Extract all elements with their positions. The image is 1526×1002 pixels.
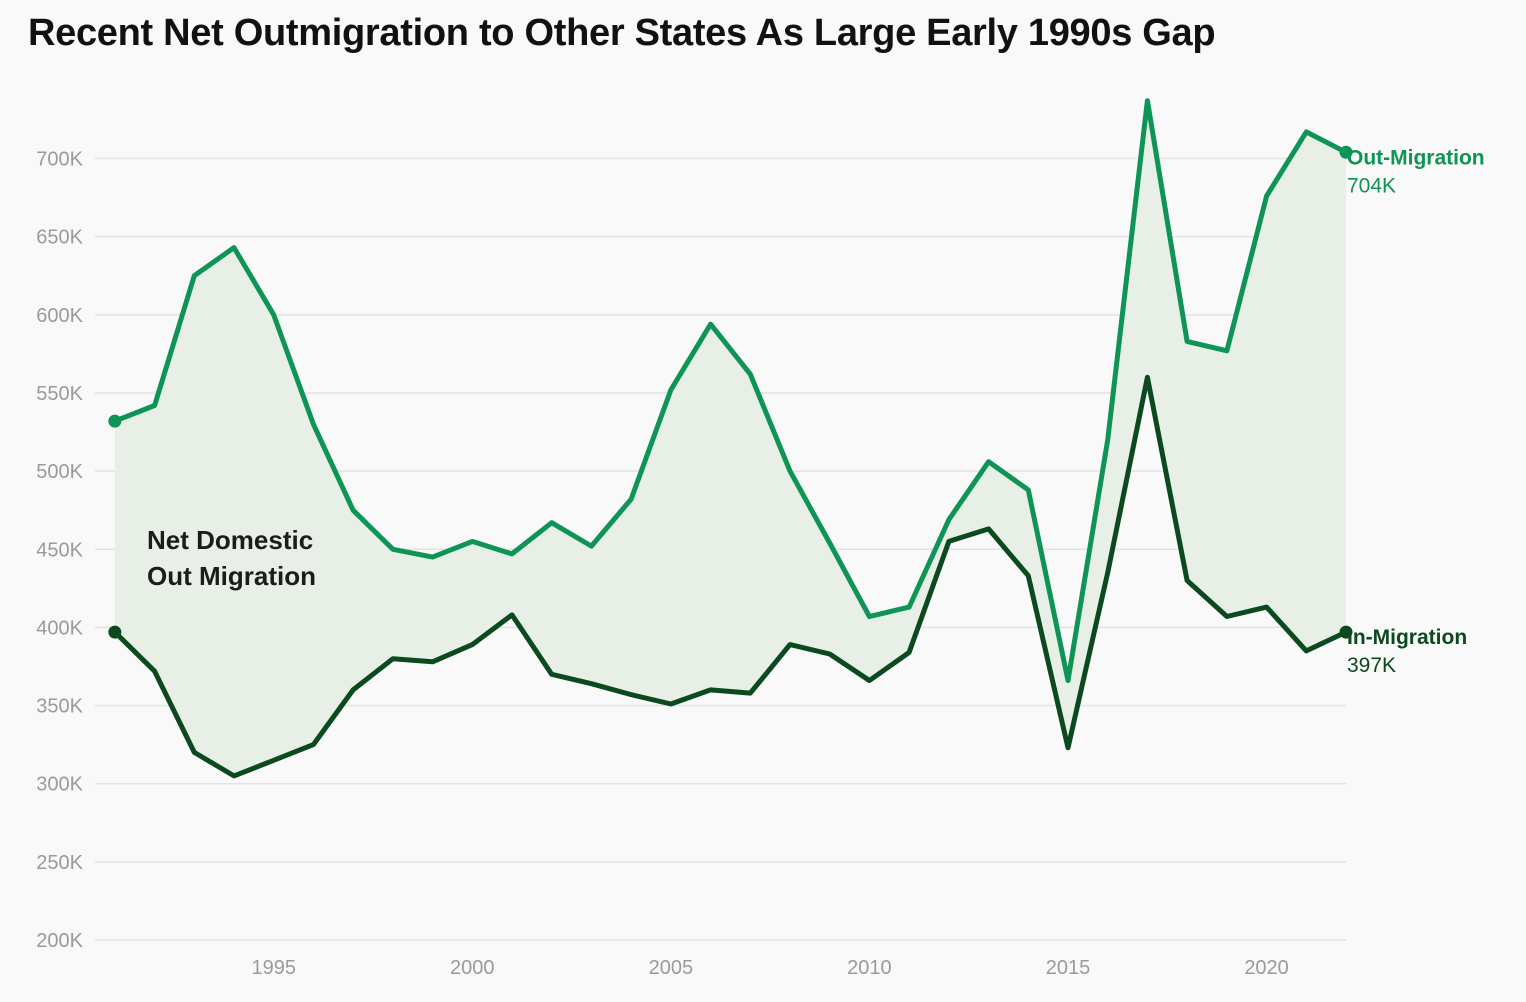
x-axis-ticks: 1995 2000 2005 2010 2015 2020	[251, 957, 1288, 979]
x-tick-label: 2000	[450, 957, 495, 979]
x-tick-label: 1995	[251, 957, 296, 979]
chart-title: Recent Net Outmigration to Other States …	[28, 12, 1216, 54]
y-tick-label: 350K	[36, 696, 83, 718]
gap-annotation-line: Out Migration	[147, 561, 316, 591]
y-tick-label: 400K	[36, 617, 83, 639]
x-tick-label: 2020	[1244, 957, 1289, 979]
in-migration-line	[112, 374, 1349, 779]
y-tick-label: 600K	[36, 305, 83, 327]
y-tick-label: 300K	[36, 774, 83, 796]
in-migration-end-value: 397K	[1347, 654, 1396, 677]
y-tick-label: 200K	[36, 930, 83, 952]
y-tick-label: 550K	[36, 383, 83, 405]
in-migration-end-point	[1339, 625, 1353, 639]
y-tick-label: 650K	[36, 227, 83, 249]
x-tick-label: 2010	[847, 957, 892, 979]
gap-annotation-line: Net Domestic	[147, 525, 313, 555]
x-tick-label: 2005	[649, 957, 694, 979]
y-axis-ticks: 200K 250K 300K 350K 400K 450K 500K 550K 600K 650K…	[36, 149, 83, 952]
y-tick-label: 450K	[36, 539, 83, 561]
y-tick-label: 250K	[36, 852, 83, 874]
series-lines	[108, 98, 1353, 779]
out-migration-end-point	[1339, 145, 1353, 159]
x-tick-label: 2015	[1046, 957, 1091, 979]
gap-area	[114, 100, 1346, 776]
in-migration-start-point	[108, 625, 122, 639]
out-migration-legend-label: Out-Migration	[1347, 146, 1485, 169]
out-migration-line	[112, 98, 1349, 683]
out-migration-start-point	[108, 414, 122, 428]
out-migration-end-value: 704K	[1347, 174, 1396, 197]
y-tick-label: 700K	[36, 149, 83, 171]
gap-area-fill	[114, 100, 1346, 776]
in-migration-legend-label: In-Migration	[1347, 626, 1467, 649]
series-labels: Out-Migration 704K In-Migration 397K Net Dom…	[147, 146, 1485, 677]
y-tick-label: 500K	[36, 461, 83, 483]
